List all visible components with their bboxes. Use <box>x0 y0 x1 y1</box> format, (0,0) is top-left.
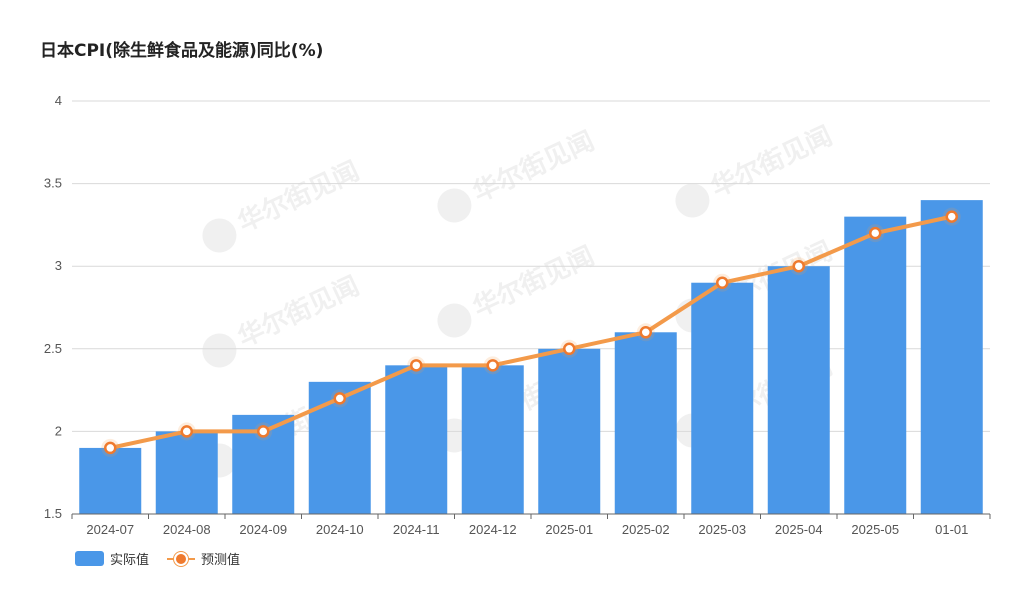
forecast-point <box>410 359 423 372</box>
bar <box>767 266 830 514</box>
bar <box>920 200 983 514</box>
x-tick-label: 2025-01 <box>545 522 593 537</box>
bar <box>844 216 907 514</box>
bar <box>461 365 524 514</box>
forecast-point <box>945 210 958 223</box>
y-tick-label: 4 <box>55 93 62 108</box>
y-tick-label: 2 <box>55 423 62 438</box>
bar <box>538 348 601 514</box>
forecast-point <box>716 276 729 289</box>
x-tick-label: 2025-05 <box>851 522 899 537</box>
forecast-point <box>180 425 193 438</box>
legend: 实际值 预测值 <box>75 549 258 568</box>
x-tick-label: 01-01 <box>935 522 968 537</box>
x-tick-label: 2024-10 <box>316 522 364 537</box>
x-tick-label: 2024-09 <box>239 522 287 537</box>
legend-label-forecast: 预测值 <box>201 553 241 568</box>
bar <box>614 332 677 514</box>
bar <box>155 431 218 514</box>
x-tick-label: 2024-07 <box>86 522 134 537</box>
forecast-point <box>563 342 576 356</box>
legend-label-actual: 实际值 <box>110 553 150 568</box>
bar <box>385 365 448 514</box>
x-tick-label: 2025-03 <box>698 522 746 537</box>
forecast-point <box>792 259 805 273</box>
legend-item-forecast[interactable]: 预测值 <box>167 549 240 568</box>
forecast-point <box>257 425 270 438</box>
forecast-point <box>486 359 499 372</box>
bar <box>691 282 754 514</box>
x-tick-label: 2024-12 <box>469 522 517 537</box>
y-tick-label: 3 <box>55 258 62 273</box>
forecast-point <box>104 441 117 455</box>
legend-bar-swatch <box>75 551 104 566</box>
x-tick-label: 2024-08 <box>163 522 211 537</box>
forecast-point <box>639 326 652 339</box>
forecast-point <box>869 226 882 240</box>
forecast-point <box>333 392 346 405</box>
y-tick-label: 3.5 <box>44 176 62 191</box>
y-tick-label: 2.5 <box>44 341 62 356</box>
x-tick-label: 2025-04 <box>775 522 823 537</box>
legend-item-actual[interactable]: 实际值 <box>75 549 149 568</box>
bar <box>79 447 142 514</box>
chart-title: 日本CPI(除生鲜食品及能源)同比(%) <box>40 41 324 61</box>
y-tick-label: 1.5 <box>44 506 62 521</box>
x-tick-label: 2024-11 <box>393 522 440 537</box>
x-tick-label: 2025-02 <box>622 522 670 537</box>
legend-line-swatch <box>167 551 196 566</box>
forecast-line <box>108 214 954 450</box>
